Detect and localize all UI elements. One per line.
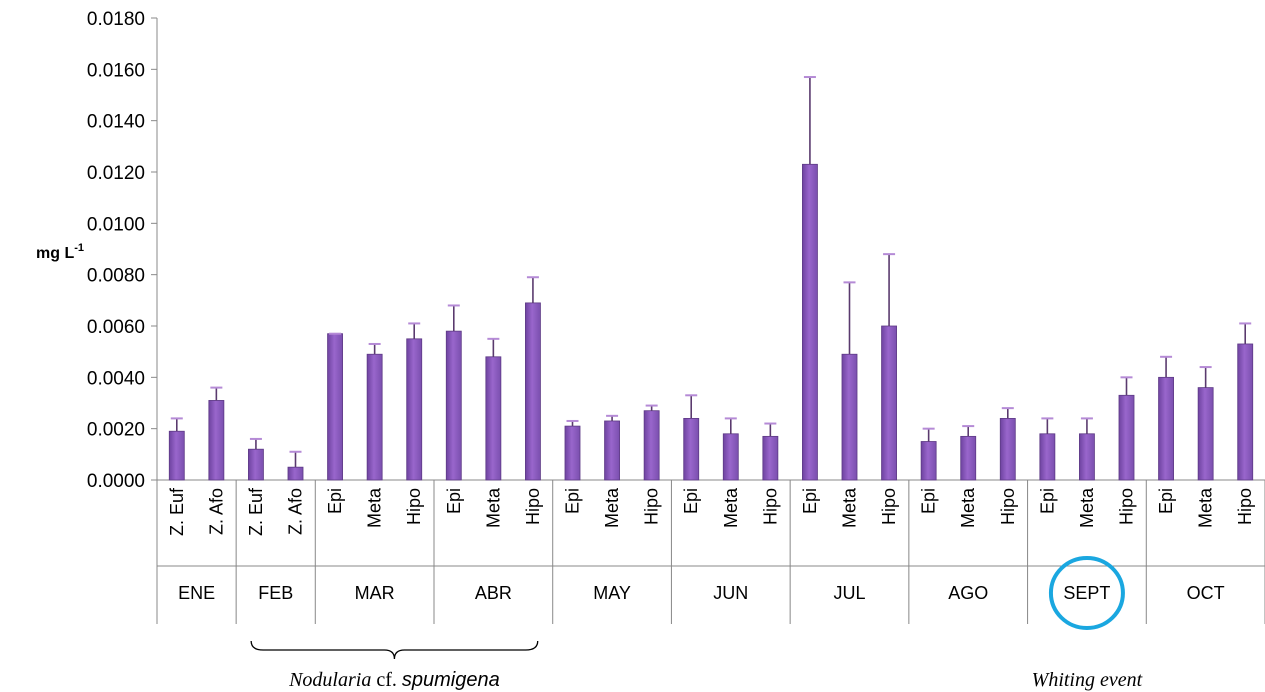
category-label: Z. Afo <box>206 488 226 535</box>
y-axis-label-text: mg L <box>36 245 74 262</box>
bar <box>168 430 185 481</box>
category-label: Hipo <box>760 488 780 525</box>
category-label: Hipo <box>523 488 543 525</box>
bar <box>841 353 858 481</box>
nodularia-cf: cf. <box>371 669 402 691</box>
month-label: MAR <box>355 583 395 603</box>
month-label: JUL <box>833 583 865 603</box>
bar <box>445 330 462 481</box>
bar <box>604 420 620 481</box>
bar <box>208 400 225 481</box>
y-tick-label: 0.0180 <box>87 9 145 30</box>
y-tick-label: 0.0140 <box>87 112 145 133</box>
bar <box>366 353 383 481</box>
category-label: Hipo <box>1117 488 1137 525</box>
y-tick-label: 0.0040 <box>87 368 145 389</box>
nodularia-genus: Nodularia <box>288 669 371 691</box>
category-label: Meta <box>1077 487 1097 528</box>
annotation-layer: Nodularia cf. spumigena Whiting event <box>250 556 1143 691</box>
category-label: Epi <box>1156 488 1176 514</box>
bar <box>1039 433 1056 481</box>
month-label: FEB <box>258 583 293 603</box>
bar <box>960 435 977 481</box>
bar <box>683 417 700 481</box>
category-label: Hipo <box>1235 488 1255 525</box>
month-label: ABR <box>475 583 512 603</box>
month-label: SEPT <box>1063 583 1110 603</box>
bar <box>1079 433 1095 481</box>
category-label: Meta <box>958 487 978 528</box>
y-axis-label: mg L-1 <box>36 242 84 262</box>
nodularia-brace <box>250 640 539 660</box>
category-label: Meta <box>1196 487 1216 528</box>
bar <box>485 356 502 481</box>
category-label: Epi <box>444 488 464 514</box>
category-label: Epi <box>563 488 583 514</box>
bar <box>248 448 264 481</box>
bar <box>802 163 818 481</box>
month-label: OCT <box>1187 583 1225 603</box>
category-label: Meta <box>721 487 741 528</box>
category-label: Hipo <box>879 488 899 525</box>
nodularia-species: spumigena <box>402 669 500 691</box>
bar <box>1118 394 1135 481</box>
category-label: Epi <box>919 488 939 514</box>
bar <box>881 325 897 481</box>
category-label: Z. Afo <box>286 488 306 535</box>
category-label: Hipo <box>642 488 662 525</box>
bar <box>287 466 304 481</box>
bar <box>525 302 541 481</box>
bars-layer <box>168 76 1254 481</box>
bar <box>643 410 660 481</box>
category-label: Meta <box>602 487 622 528</box>
bar <box>999 417 1016 481</box>
whiting-circle <box>1048 556 1125 630</box>
category-label: Meta <box>840 487 860 528</box>
y-tick-label: 0.0100 <box>87 214 145 235</box>
month-label: MAY <box>593 583 631 603</box>
y-tick-label: 0.0120 <box>87 163 145 184</box>
category-label: Meta <box>483 487 503 528</box>
bar <box>406 338 423 481</box>
nodularia-label: Nodularia cf. spumigena <box>288 669 500 691</box>
month-label: ENE <box>178 583 215 603</box>
bar <box>762 435 779 481</box>
y-axis-label-superscript: -1 <box>74 242 84 254</box>
bar <box>920 441 937 481</box>
category-label: Z. Euf <box>246 487 266 536</box>
category-label: Epi <box>800 488 820 514</box>
y-tick-label: 0.0020 <box>87 420 145 441</box>
bar <box>722 433 739 481</box>
category-label: Meta <box>365 487 385 528</box>
category-label: Z. Euf <box>167 487 187 536</box>
y-tick-label: 0.0160 <box>87 60 145 81</box>
category-label: Hipo <box>998 488 1018 525</box>
y-tick-label: 0.0000 <box>87 471 145 492</box>
y-tick-label: 0.0080 <box>87 266 145 287</box>
category-label: Epi <box>1037 488 1057 514</box>
category-label: Epi <box>325 488 345 514</box>
bar <box>1237 343 1254 481</box>
month-label: AGO <box>948 583 988 603</box>
month-label: JUN <box>713 583 748 603</box>
whiting-label: Whiting event <box>1032 669 1143 691</box>
bar <box>1197 387 1214 481</box>
bar <box>327 333 343 481</box>
category-label: Hipo <box>404 488 424 525</box>
bar <box>564 425 581 481</box>
axes-layer <box>151 17 1265 624</box>
y-tick-label: 0.0060 <box>87 317 145 338</box>
labels-layer: 0.0000 0.0020 0.0040 0.0060 0.0080 0.0100 0.01… <box>36 9 1255 603</box>
category-label: Epi <box>681 488 701 514</box>
bar <box>1158 376 1174 481</box>
